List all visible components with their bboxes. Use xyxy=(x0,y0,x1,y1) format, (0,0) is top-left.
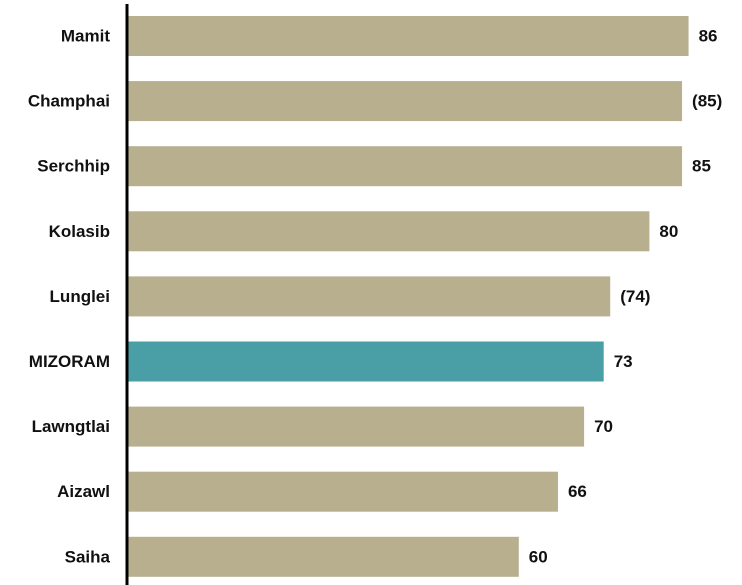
category-label-saiha: Saiha xyxy=(65,547,111,566)
value-label-aizawl: 66 xyxy=(568,482,587,501)
value-label-lunglei: (74) xyxy=(620,287,650,306)
bar-lunglei xyxy=(127,276,611,317)
category-label-lunglei: Lunglei xyxy=(50,287,110,306)
value-labels-group: 86 (85) 85 80 (74) 73 70 66 60 xyxy=(529,27,722,567)
value-label-saiha: 60 xyxy=(529,547,548,566)
value-label-mizoram: 73 xyxy=(614,352,633,371)
bar-aizawl xyxy=(127,471,558,512)
bar-mamit xyxy=(127,16,689,56)
bar-champhai xyxy=(127,81,683,122)
bar-kolasib xyxy=(127,211,650,252)
value-label-champhai: (85) xyxy=(692,92,722,111)
category-label-serchhip: Serchhip xyxy=(37,157,110,176)
value-label-mamit: 86 xyxy=(699,27,718,46)
bar-lawngtlai xyxy=(127,406,585,447)
category-label-champhai: Champhai xyxy=(28,92,110,111)
value-label-lawngtlai: 70 xyxy=(594,417,613,436)
bars-group xyxy=(127,16,689,577)
bar-serchhip xyxy=(127,146,683,187)
value-label-serchhip: 85 xyxy=(692,157,711,176)
category-labels-group: Mamit Champhai Serchhip Kolasib Lunglei MIZOR… xyxy=(28,27,111,567)
bar-saiha xyxy=(127,536,519,577)
category-label-lawngtlai: Lawngtlai xyxy=(32,417,110,436)
category-label-kolasib: Kolasib xyxy=(49,222,110,241)
value-label-kolasib: 80 xyxy=(659,222,678,241)
category-label-aizawl: Aizawl xyxy=(57,482,110,501)
category-label-mizoram: MIZORAM xyxy=(29,352,110,371)
category-label-mamit: Mamit xyxy=(61,27,110,46)
bar-mizoram xyxy=(127,341,604,382)
